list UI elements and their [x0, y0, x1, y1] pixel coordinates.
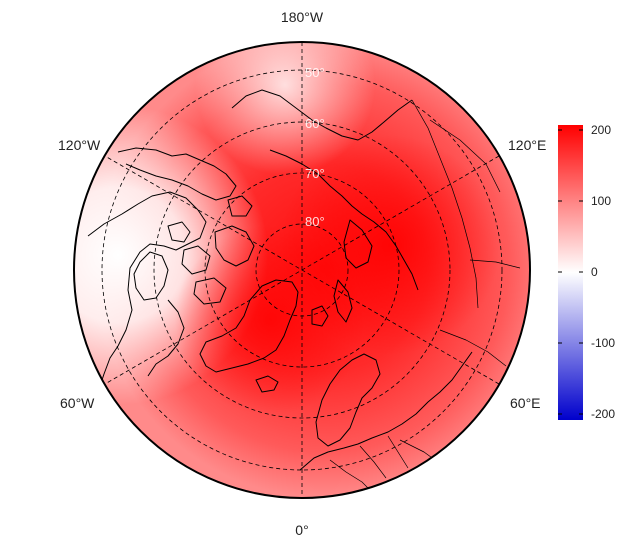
coastline-taymyr: [343, 219, 373, 269]
coastline-svalbard: [311, 305, 329, 327]
borders-asia: [399, 99, 521, 487]
lon-label-0: 0°: [295, 522, 308, 538]
lon-label-60e: 60°E: [510, 395, 541, 411]
colorbar-gradient: [558, 125, 583, 420]
coastline-hudson-bay: [133, 251, 169, 301]
coastline-europe: [299, 351, 473, 471]
coastline-siberia-north: [269, 149, 419, 291]
coastline-canadian-archipelago: [167, 195, 255, 305]
latitude-labels: 50° 60° 70° 80°: [305, 65, 325, 229]
coastline-scandinavia: [315, 353, 381, 447]
lat-circle-50: [101, 69, 503, 471]
lat-label-80: 80°: [305, 214, 325, 229]
colorbar-label-m100: -100: [591, 336, 615, 350]
lat-circle-60: [153, 121, 451, 419]
coastline-iceland: [255, 375, 279, 393]
lat-label-50: 50°: [305, 65, 325, 80]
lon-label-60w: 60°W: [60, 395, 95, 411]
graticule-meridians: [104, 42, 500, 498]
coastline-labrador: [147, 299, 185, 377]
meridian-120e-60w: [104, 155, 500, 385]
colorbar-label-100: 100: [591, 194, 611, 208]
lon-label-120e: 120°E: [508, 137, 546, 153]
lat-label-70: 70°: [305, 166, 325, 181]
lon-label-180w: 180°W: [281, 9, 324, 25]
lat-circle-70: [204, 172, 400, 368]
coastlines: [87, 89, 521, 495]
lon-label-120w: 120°W: [58, 137, 101, 153]
coastline-east-siberia: [231, 89, 413, 141]
colorbar-label-m200: -200: [591, 407, 615, 421]
colorbar-label-200: 200: [591, 123, 611, 137]
map-boundary: [73, 41, 531, 499]
colorbar-label-0: 0: [591, 265, 598, 279]
coastline-novaya-zemlya: [333, 279, 353, 323]
longitude-labels: 180°W 120°E 60°E 0° 60°W 120°W: [58, 9, 546, 538]
lat-label-60: 60°: [305, 116, 325, 131]
coastline-north-america: [87, 191, 207, 393]
colorbar: 200 100 0 -100 -200: [558, 123, 615, 421]
colorbar-ticks: [558, 129, 583, 415]
coastline-alaska: [117, 147, 237, 201]
coastline-greenland: [199, 279, 299, 373]
